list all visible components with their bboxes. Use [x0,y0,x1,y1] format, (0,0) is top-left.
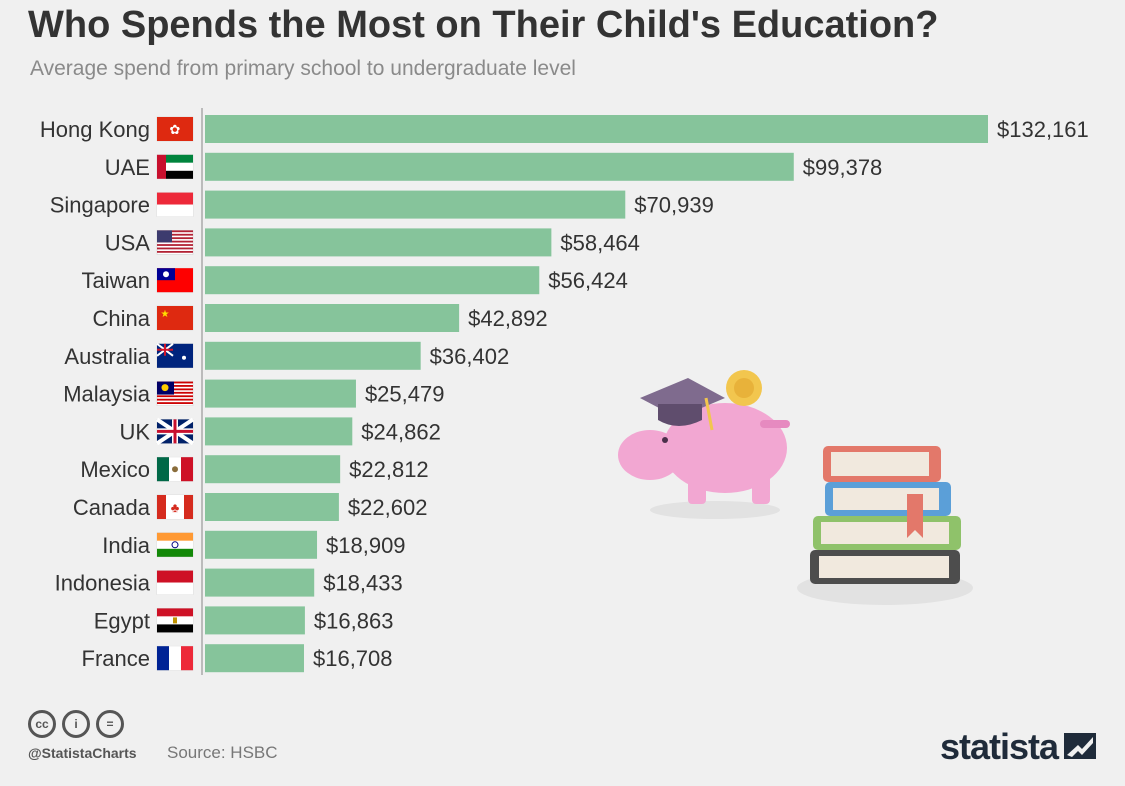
malaysia-flag-icon [156,381,194,406]
value-label: $22,812 [349,457,429,482]
bar [205,341,421,370]
bar [205,417,353,446]
source-note: Source: HSBC [167,743,278,762]
bar [205,228,552,257]
chart-subtitle: Average spend from primary school to und… [30,57,576,80]
egypt-flag-icon [156,608,194,633]
creative-commons-icon: cc [28,710,56,738]
usa-flag-icon [156,230,194,255]
svg-text:♣: ♣ [171,500,180,515]
australia-flag-icon [156,342,194,369]
category-label: Indonesia [55,571,151,596]
bar [205,493,339,521]
bar [205,455,341,484]
chart-title: Who Spends the Most on Their Child's Edu… [28,4,939,46]
value-label: $24,862 [361,419,441,444]
books-illustration [797,446,973,605]
category-label: Taiwan [82,268,150,293]
value-label: $22,602 [348,495,428,520]
value-label: $16,863 [314,608,394,633]
category-label: Egypt [94,608,150,633]
bar [205,379,356,408]
category-label: Malaysia [63,382,151,407]
bar [205,304,460,332]
france-flag-icon [156,645,194,671]
piggy-bank-illustration [618,370,790,519]
bar [205,152,794,181]
taiwan-flag-icon [156,267,194,293]
category-label: UAE [105,155,150,180]
category-label: France [82,646,150,671]
svg-text:★: ★ [161,309,170,320]
value-label: $99,378 [803,155,883,180]
bar [205,606,305,635]
category-label: USA [105,230,151,255]
singapore-flag-icon [156,192,194,217]
bar [205,266,540,295]
bar [205,530,318,559]
bar [205,568,315,597]
uk-flag-icon [155,417,195,446]
hong-kong-flag-icon: ✿ [156,116,194,142]
canada-flag-icon: ♣ [156,494,194,520]
category-label: Hong Kong [40,117,150,142]
value-label: $132,161 [997,117,1089,142]
category-label: Australia [64,344,150,369]
bar [205,644,304,673]
no-derivatives-icon: = [96,710,124,738]
license-icons: cc i = [28,710,124,738]
category-label: Mexico [80,457,150,482]
bar [205,115,988,143]
value-label: $18,433 [323,571,403,596]
statista-logo[interactable]: statista [940,726,1059,767]
category-label: India [102,533,150,558]
value-label: $70,939 [634,193,714,218]
value-label: $18,909 [326,533,406,558]
statista-logo-icon [1064,733,1096,759]
india-flag-icon [156,532,194,558]
attribution-icon: i [62,710,90,738]
value-label: $16,708 [313,646,393,671]
category-label: Singapore [50,193,150,218]
value-label: $56,424 [548,268,628,293]
value-label: $25,479 [365,382,445,407]
value-label: $36,402 [430,344,510,369]
category-label: China [93,306,151,331]
indonesia-flag-icon [156,570,194,595]
value-label: $42,892 [468,306,548,331]
twitter-handle[interactable]: @StatistaCharts [28,745,137,761]
china-flag-icon: ★ [156,305,194,331]
bar-chart: Hong Kong ✿ $132,161 UAE $99,378 Singapore $70… [40,108,1089,675]
uae-flag-icon [156,154,194,180]
svg-text:✿: ✿ [170,122,181,137]
category-label: UK [119,419,150,444]
value-label: $58,464 [560,230,640,255]
category-label: Canada [73,495,151,520]
bar [205,190,626,219]
mexico-flag-icon [156,456,194,482]
